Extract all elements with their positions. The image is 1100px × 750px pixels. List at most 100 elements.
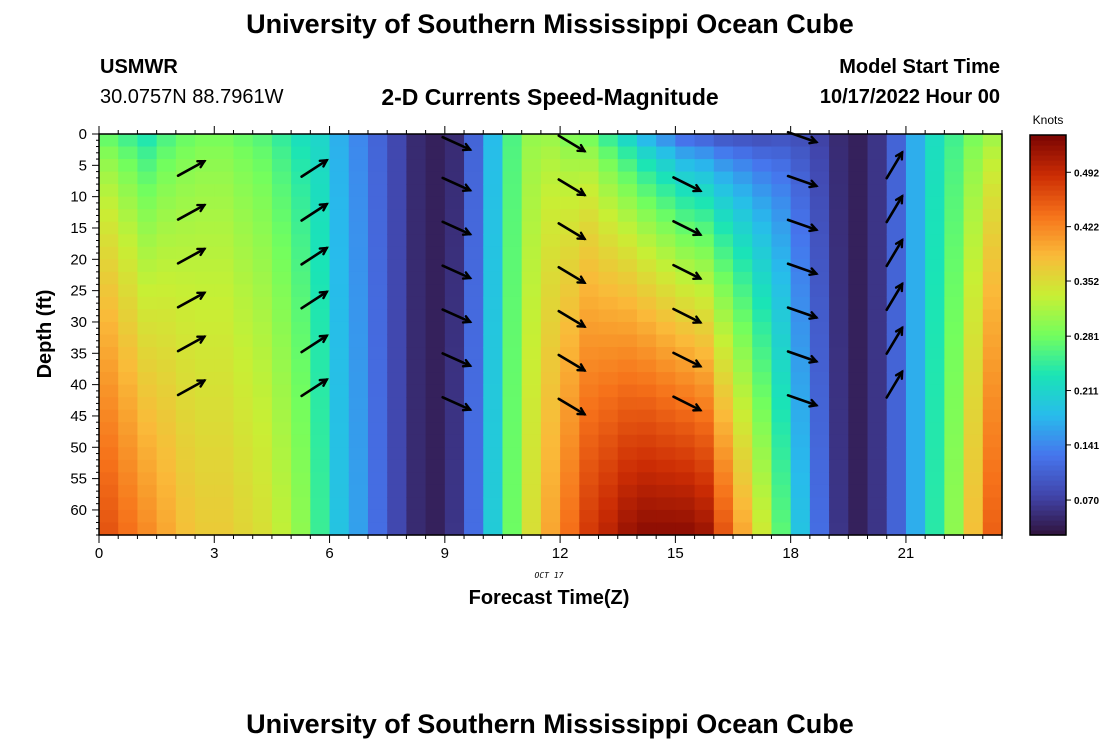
heatmap-cell xyxy=(233,234,254,248)
heatmap-cell xyxy=(694,409,715,423)
heatmap-cell xyxy=(809,196,830,210)
heatmap-cell xyxy=(233,134,254,148)
heatmap-cell xyxy=(99,196,119,210)
heatmap-cell xyxy=(118,209,139,223)
heatmap-cell xyxy=(99,271,119,285)
heatmap-cell xyxy=(636,522,657,536)
heatmap-cell xyxy=(598,134,619,148)
heatmap-cell xyxy=(675,459,696,473)
heatmap-cell xyxy=(636,159,657,173)
heatmap-cell xyxy=(771,221,792,235)
heatmap-cell xyxy=(752,497,773,511)
colorbar-segment xyxy=(1030,195,1066,201)
heatmap-cell xyxy=(963,447,984,461)
heatmap-cell xyxy=(540,246,561,260)
heatmap-cell xyxy=(521,171,542,185)
heatmap-cell xyxy=(771,447,792,461)
heatmap-cell xyxy=(905,221,926,235)
heatmap-cell xyxy=(982,359,1003,373)
heatmap-cell xyxy=(233,184,254,198)
heatmap-cell xyxy=(252,384,273,398)
heatmap-cell xyxy=(867,497,888,511)
heatmap-cell xyxy=(310,209,331,223)
heatmap-cell xyxy=(675,146,696,160)
heatmap-cell xyxy=(99,321,119,336)
heatmap-cell xyxy=(214,409,235,423)
heatmap-cell xyxy=(387,234,407,248)
heatmap-cell xyxy=(329,159,350,173)
current-arrow xyxy=(786,306,819,320)
heatmap-cell xyxy=(425,447,446,461)
heatmap-cell xyxy=(464,484,484,499)
heatmap-cell xyxy=(675,372,696,386)
heatmap-cell xyxy=(656,184,676,198)
heatmap-cell xyxy=(829,372,849,386)
heatmap-cell xyxy=(867,459,888,473)
heatmap-cell xyxy=(348,459,369,473)
heatmap-cell xyxy=(886,347,907,361)
heatmap-cell xyxy=(329,459,350,473)
heatmap-cell xyxy=(694,484,715,499)
heatmap-cell xyxy=(560,146,580,160)
heatmap-cell xyxy=(99,497,119,511)
heatmap-cell xyxy=(291,284,311,298)
heatmap-cell xyxy=(367,359,388,373)
heatmap-cell xyxy=(502,522,523,536)
heatmap-cell xyxy=(387,522,407,536)
colorbar-segment xyxy=(1030,530,1066,536)
heatmap-cell xyxy=(963,409,984,423)
heatmap-cell xyxy=(636,409,657,423)
heatmap-cell xyxy=(175,397,196,411)
heatmap-cell xyxy=(656,296,676,311)
heatmap-cell xyxy=(233,309,254,323)
heatmap-cell xyxy=(944,384,965,398)
heatmap-cell xyxy=(348,209,369,223)
heatmap-cell xyxy=(444,184,465,198)
current-arrow xyxy=(300,334,329,354)
heatmap-cell xyxy=(406,372,427,386)
current-arrow xyxy=(441,135,473,152)
heatmap-cell xyxy=(713,146,734,160)
heatmap-cell xyxy=(579,484,600,499)
heatmap-cell xyxy=(99,359,119,373)
colorbar-tick-label: 0.070 xyxy=(1074,496,1099,507)
heatmap-cell xyxy=(175,321,196,336)
heatmap-cell xyxy=(156,309,177,323)
heatmap-cell xyxy=(752,422,773,436)
heatmap-cell xyxy=(944,509,965,524)
heatmap-cell xyxy=(310,347,331,361)
heatmap-cell xyxy=(387,472,407,486)
heatmap-cell xyxy=(502,459,523,473)
heatmap-cell xyxy=(406,321,427,336)
heatmap-cell xyxy=(214,459,235,473)
colorbar-segment xyxy=(1030,520,1066,526)
heatmap-cell xyxy=(752,309,773,323)
heatmap-cell xyxy=(713,359,734,373)
heatmap-cell xyxy=(617,459,638,473)
heatmap-cell xyxy=(464,159,484,173)
colorbar-segment xyxy=(1030,400,1066,406)
heatmap-cell xyxy=(713,234,734,248)
heatmap-cell xyxy=(483,146,504,160)
heatmap-cell xyxy=(444,284,465,298)
heatmap-cell xyxy=(636,484,657,499)
heatmap-cell xyxy=(99,372,119,386)
heatmap-cell xyxy=(617,397,638,411)
heatmap-cell xyxy=(809,159,830,173)
heatmap-cell xyxy=(963,134,984,148)
heatmap-cell xyxy=(252,359,273,373)
heatmap-cell xyxy=(387,434,407,448)
heatmap-cell xyxy=(483,447,504,461)
heatmap-cell xyxy=(925,171,945,185)
heatmap-cell xyxy=(867,184,888,198)
heatmap-cell xyxy=(944,296,965,311)
heatmap-cell xyxy=(118,522,139,536)
heatmap-cell xyxy=(118,484,139,499)
heatmap-cell xyxy=(271,472,292,486)
heatmap-cell xyxy=(771,271,792,285)
heatmap-cell xyxy=(329,384,350,398)
heatmap-cell xyxy=(233,259,254,273)
heatmap-cell xyxy=(502,472,523,486)
heatmap-cell xyxy=(118,196,139,210)
heatmap-cell xyxy=(483,509,504,524)
